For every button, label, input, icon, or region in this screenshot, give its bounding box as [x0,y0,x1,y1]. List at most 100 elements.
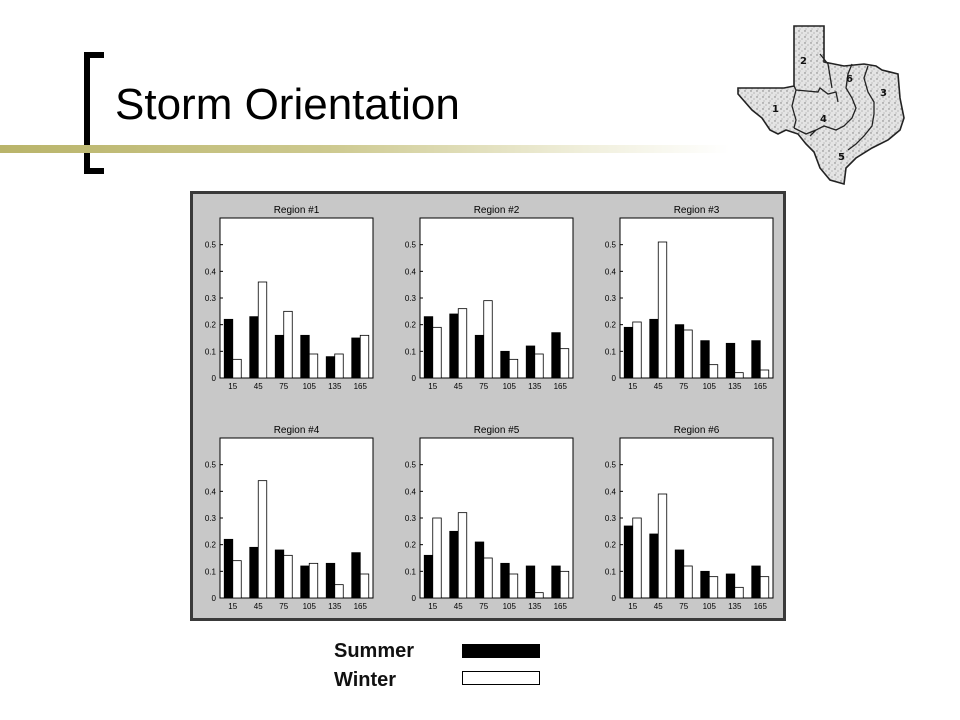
chart-panel: Region #1 0 0.1 0.2 0.3 0.4 0.5 15 45 75 105 135 165… [190,191,786,621]
x-tick-label: 105 [303,602,317,611]
chart-title: Region #4 [274,425,320,436]
x-tick-label: 45 [654,382,663,391]
x-tick-label: 165 [754,602,768,611]
y-tick-label: 0.1 [605,567,617,576]
summer-bar [649,533,659,599]
y-tick-label: 0.3 [405,294,417,303]
summer-bar [474,541,485,599]
winter-bar [483,300,493,379]
x-tick-label: 75 [279,602,288,611]
y-tick-label: 0.1 [205,567,217,576]
y-tick-label: 0.4 [605,267,617,276]
winter-bar [534,353,544,379]
x-tick-label: 165 [754,382,768,391]
winter-bar [708,364,719,379]
winter-bar [308,562,319,599]
summer-bar [725,342,736,379]
y-tick-label: 0.3 [205,294,217,303]
winter-bar [657,493,668,599]
y-tick-label: 0.4 [205,487,217,496]
slide-title: Storm Orientation [115,80,460,129]
y-tick-label: 0.5 [405,461,417,470]
winter-bar [308,353,319,379]
y-tick-label: 0.3 [605,294,617,303]
legend: Summer Winter [334,638,554,698]
y-tick-label: 0 [212,594,217,603]
x-tick-label: 15 [428,382,437,391]
summer-bar [449,530,459,599]
summer-bar [725,573,736,599]
texas-region-map: 1 2 3 4 5 6 [737,25,905,186]
winter-bar [283,554,293,599]
map-region-label-3: 3 [880,88,887,99]
x-tick-label: 15 [228,602,237,611]
map-region-label-4: 4 [820,114,827,125]
summer-bar [249,546,259,599]
plot-area [419,217,574,379]
winter-bar [432,326,442,379]
y-tick-label: 0.3 [405,514,417,523]
winter-bar [359,573,370,599]
region-chart-5: Region #5 0 0.1 0.2 0.3 0.4 0.5 15 45 75 105 135 165 [405,425,574,611]
y-tick-label: 0.2 [205,321,217,330]
map-region-label-6: 6 [846,74,853,85]
x-tick-label: 45 [254,382,263,391]
plot-area [419,437,574,599]
y-tick-label: 0 [612,594,617,603]
x-tick-label: 105 [703,602,717,611]
x-tick-label: 75 [279,382,288,391]
summer-bar [500,562,510,599]
y-tick-label: 0.2 [405,541,417,550]
winter-bar [483,557,493,599]
region-chart-3: Region #3 0 0.1 0.2 0.3 0.4 0.5 15 45 75 105 135 165 [605,205,774,391]
map-region-label-2: 2 [800,56,807,67]
summer-bar [751,565,761,599]
winter-bar [232,358,242,379]
plot-area [219,217,374,379]
y-tick-label: 0.5 [205,461,217,470]
winter-bar [632,517,642,599]
y-tick-label: 0.2 [605,541,617,550]
chart-title: Region #2 [474,205,520,216]
winter-bar [257,480,268,599]
summer-bar [500,350,510,379]
y-tick-label: 0.4 [605,487,617,496]
summer-bar [700,340,710,379]
winter-bar [257,281,268,379]
y-tick-label: 0.2 [205,541,217,550]
summer-bar [423,316,434,379]
winter-bar [657,241,668,379]
winter-bar [708,576,719,599]
y-tick-label: 0.3 [605,514,617,523]
region-chart-4: Region #4 0 0.1 0.2 0.3 0.4 0.5 15 45 75 105 135 165 [205,425,374,611]
winter-bar [283,310,293,379]
summer-bar [623,525,634,599]
x-tick-label: 135 [728,382,742,391]
winter-bar [683,329,693,379]
x-tick-label: 165 [554,382,568,391]
x-tick-label: 75 [479,382,488,391]
summer-bar [274,334,285,379]
summer-bar [274,549,285,599]
summer-bar [223,538,234,599]
summer-bar [223,318,234,379]
y-tick-label: 0 [612,374,617,383]
region-chart-1: Region #1 0 0.1 0.2 0.3 0.4 0.5 15 45 75 105 135 165 [205,205,374,391]
y-tick-label: 0.5 [605,461,617,470]
x-tick-label: 75 [479,602,488,611]
summer-bar [325,356,336,379]
y-tick-label: 0.4 [405,267,417,276]
summer-bar [351,552,361,599]
x-tick-label: 105 [303,382,317,391]
chart-title: Region #1 [274,205,320,216]
x-tick-label: 45 [254,602,263,611]
x-tick-label: 15 [628,602,637,611]
summer-bar [551,565,561,599]
winter-bar [334,584,344,599]
winter-bar [734,586,744,599]
winter-bar [457,308,468,379]
summer-bar [449,313,459,379]
summer-bar [300,565,310,599]
summer-bar [423,554,434,599]
y-tick-label: 0 [412,374,417,383]
